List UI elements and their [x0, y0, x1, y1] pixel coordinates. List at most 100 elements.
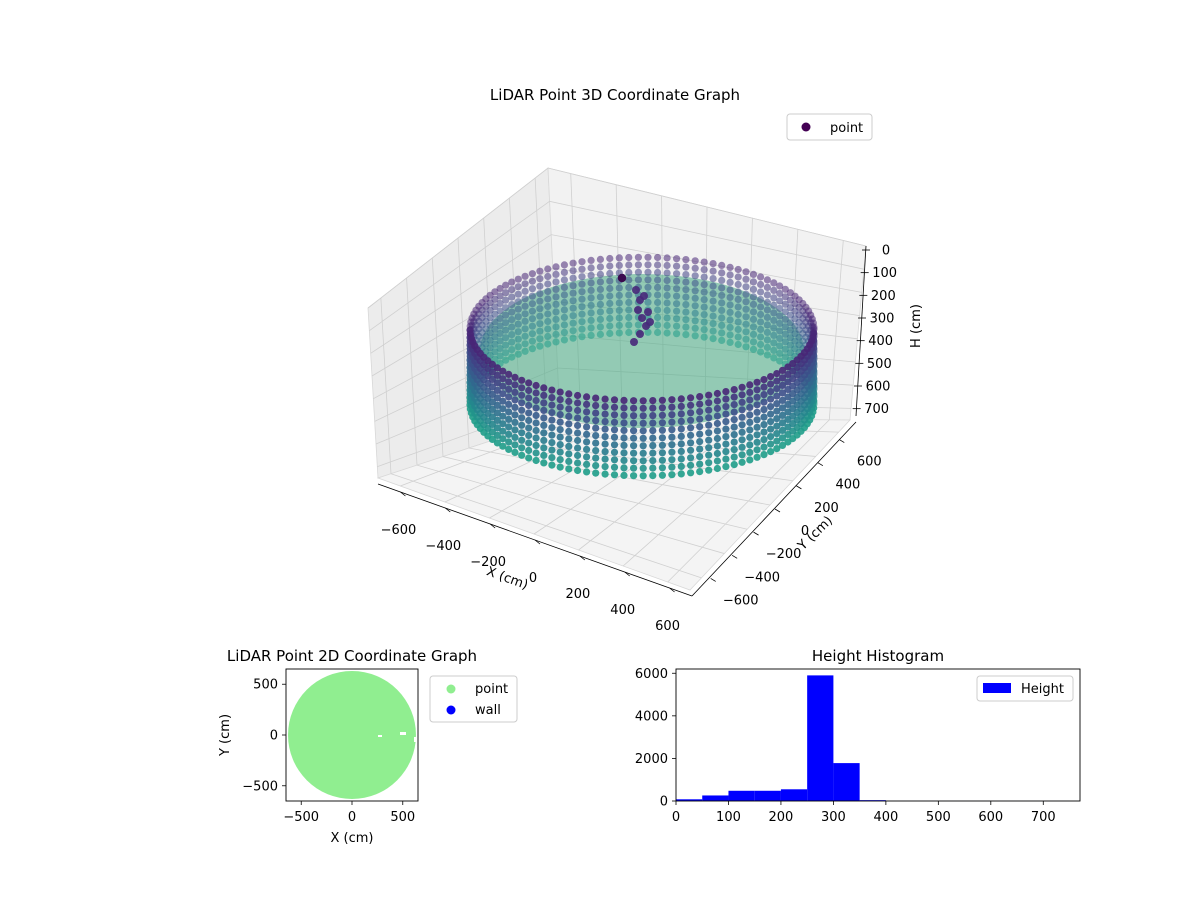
cloud-point-1198 [658, 471, 667, 479]
cloud-point-956 [753, 453, 761, 461]
hist-y-tick-label-3: 6000 [635, 667, 668, 682]
cloud-point-1041 [722, 440, 730, 448]
cloud-point-1104 [696, 423, 704, 431]
hist-y-tick-label-0: 0 [660, 795, 668, 810]
cloud-point-982 [532, 404, 540, 412]
cloud-point-1017 [730, 423, 738, 431]
cloud-point-1175 [668, 463, 676, 471]
x-tick-3d-4 [579, 555, 586, 561]
cloud-point-1117 [583, 438, 591, 446]
cloud-point-382 [496, 344, 504, 353]
cloud-point-1019 [730, 438, 738, 446]
cloud-point-274 [528, 345, 537, 353]
cloud-point-341 [770, 279, 778, 287]
cloud-point-1123 [687, 401, 695, 409]
cloud-point-1070 [565, 412, 573, 420]
grid-x-wall-6 [828, 240, 844, 420]
cloud-point-17 [644, 298, 652, 306]
cloud-point-1187 [610, 471, 619, 479]
cloud-point-157 [569, 282, 577, 290]
cloud-point-263 [742, 343, 750, 351]
cloud-point-826 [488, 368, 496, 376]
cloud-point-1184 [610, 448, 619, 456]
cloud-point-1102 [696, 408, 704, 416]
y-tick-label-2d-2: −500 [242, 779, 278, 794]
cloud-point-325 [763, 321, 772, 329]
cloud-point-321 [763, 291, 772, 299]
cloud-point-89 [596, 263, 605, 271]
hist-x-tick-label-5: 500 [926, 810, 951, 825]
cloud-point-170 [709, 297, 717, 305]
cloud-point-906 [767, 403, 775, 411]
cloud-point-1001 [540, 384, 548, 392]
cloud-point-1135 [592, 409, 600, 417]
cloud-point-245 [536, 290, 544, 298]
cloud-point-1133 [592, 394, 600, 402]
cloud-point-236 [734, 303, 742, 311]
cloud-point-207 [552, 330, 560, 338]
cloud-point-1158 [601, 418, 609, 426]
cloud-point-195 [718, 321, 726, 329]
cloud-point-952 [753, 423, 761, 431]
cloud-point-183 [560, 313, 569, 321]
cloud-point-1168 [668, 411, 676, 419]
cloud-point-1211 [649, 404, 657, 412]
cloud-point-912 [767, 448, 775, 456]
cloud-point-903 [767, 380, 775, 388]
cloud-point-842 [784, 408, 792, 416]
point-cloud-3d [466, 253, 818, 480]
cloud-point-92 [596, 285, 605, 293]
cloud-point-342 [770, 286, 778, 294]
cloud-point-893 [505, 385, 513, 393]
cloud-point-36 [654, 276, 662, 284]
cloud-point-289 [521, 295, 529, 303]
cloud-point-210 [726, 271, 734, 279]
cloud-point-28 [625, 298, 633, 307]
cloud-point-1201 [620, 411, 628, 419]
cloud-point-1167 [668, 403, 676, 411]
cloud-point-1076 [565, 457, 573, 465]
cloud-point-314 [514, 320, 522, 328]
cloud-point-960 [525, 401, 533, 410]
cloud-point-29 [625, 306, 633, 314]
cloud-point-262 [742, 335, 750, 343]
cloud-point-55 [663, 254, 671, 262]
cloud-point-852 [493, 401, 501, 409]
cloud-point-1207 [620, 456, 628, 464]
cloud-point-1067 [565, 390, 573, 398]
cloud-point-173 [709, 320, 717, 328]
cloud-point-1113 [583, 408, 591, 416]
cloud-point-1027 [548, 416, 556, 424]
cloud-point-184 [560, 321, 569, 329]
cloud-point-920 [511, 426, 519, 434]
cloud-point-900 [505, 438, 513, 446]
cloud-point-380 [496, 329, 504, 338]
cloud-point-108 [682, 323, 690, 331]
cloud-point-124 [691, 279, 699, 287]
cloud-point-1166 [668, 396, 676, 404]
cloud-point-1138 [592, 432, 600, 440]
cloud-point-884 [773, 400, 781, 408]
cloud-point-185 [560, 328, 569, 336]
legend-histogram-label: Height [1021, 682, 1064, 697]
cloud-point-51 [615, 306, 623, 314]
cloud-point-137 [578, 295, 586, 303]
cloud-point-942 [518, 429, 526, 437]
cloud-point-1042 [722, 448, 730, 456]
cloud-point-1232 [639, 397, 647, 405]
cloud-point-15 [644, 283, 652, 291]
cloud-point-205 [552, 315, 560, 323]
cloud-point-293 [521, 325, 529, 333]
y-tick-3d-2 [796, 485, 802, 490]
cloud-point-1179 [610, 411, 619, 419]
cloud-point-1178 [610, 403, 619, 411]
cloud-point-26 [625, 283, 633, 292]
cloud-point-827 [488, 375, 496, 383]
cloud-point-1011 [540, 459, 548, 467]
cloud-point-211 [726, 278, 734, 286]
cloud-point-71 [606, 292, 614, 300]
cloud-point-1188 [658, 396, 667, 404]
cloud-point-224 [544, 295, 552, 303]
cloud-point-317 [514, 343, 522, 351]
cloud-point-851 [493, 394, 501, 402]
